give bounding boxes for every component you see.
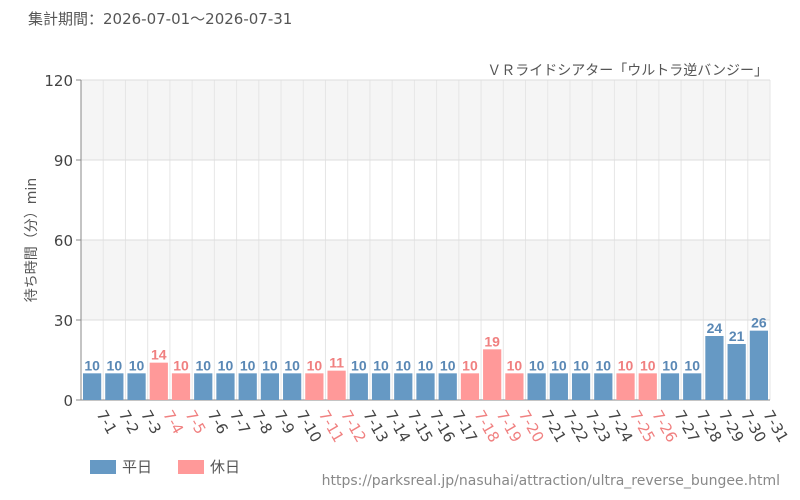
value-label-7-24: 10 [596,357,612,373]
legend-item-weekday: 平日 [90,456,152,477]
value-label-7-21: 10 [529,357,545,373]
bar-7-22 [549,373,568,400]
value-label-7-25: 10 [618,357,634,373]
bar-7-14 [371,373,391,400]
bar-7-24 [594,373,613,400]
legend-item-holiday: 休日 [178,456,240,477]
period-label: 集計期間：2026-07-01～2026-07-31 [28,10,293,28]
bar-7-7 [216,373,235,400]
value-label-7-5: 10 [173,357,189,373]
bar-7-21 [527,373,546,400]
value-label-7-16: 10 [418,357,434,373]
x-tick-label-7-8: 7-8 [248,407,276,437]
value-label-7-23: 10 [573,357,589,373]
bar-7-29 [705,336,724,400]
grid-layer [80,79,771,401]
bar-7-25 [616,373,635,400]
x-tick-label-7-5: 7-5 [182,407,210,437]
y-tick-label: 60 [54,232,73,250]
value-label-7-8: 10 [240,357,256,373]
x-tick-label-7-7: 7-7 [226,407,254,437]
value-label-7-1: 10 [84,357,100,373]
bar-7-19 [483,349,502,400]
bar-layer [83,330,768,400]
bar-7-3 [127,373,146,400]
y-tick-label: 30 [54,312,73,330]
bar-7-16 [416,373,435,400]
grid-band [81,80,770,160]
bar-7-4 [149,362,168,400]
value-label-7-7: 10 [218,357,234,373]
legend: 平日 休日 [90,456,266,477]
value-label-7-6: 10 [195,357,211,373]
legend-swatch-holiday [178,459,205,474]
value-label-7-9: 10 [262,357,278,373]
value-label-7-15: 10 [395,357,411,373]
legend-label-holiday: 休日 [210,458,241,476]
value-label-7-22: 10 [551,357,567,373]
bar-7-12 [327,370,346,400]
bar-7-30 [727,344,746,400]
value-label-7-11: 10 [307,357,323,373]
grid-band [81,160,770,240]
value-label-7-4: 14 [151,347,167,363]
bar-7-28 [683,373,702,400]
value-label-7-31: 26 [751,315,767,331]
bar-7-23 [571,373,591,400]
value-label-7-12: 11 [329,355,344,371]
value-label-7-27: 10 [662,357,678,373]
bar-7-10 [283,373,302,400]
bar-7-11 [305,373,324,400]
attraction-title: ＶＲライドシアター「ウルトラ逆バンジー」 [487,63,768,79]
bar-7-8 [238,373,257,400]
value-label-7-17: 10 [440,357,456,373]
bar-7-26 [638,373,657,400]
bar-7-17 [438,373,457,400]
value-label-7-28: 10 [684,357,700,373]
value-label-7-3: 10 [129,357,145,373]
bar-7-31 [749,330,768,400]
value-label-7-14: 10 [373,357,389,373]
bar-7-1 [83,373,102,400]
value-label-7-13: 10 [351,357,367,373]
bar-7-5 [171,373,191,400]
value-label-7-2: 10 [107,357,123,373]
grid-band [81,240,770,320]
source-url: https://parksreal.jp/nasuhai/attraction/… [321,473,780,489]
x-tick-label-7-4: 7-4 [159,407,187,437]
value-label-7-10: 10 [284,357,300,373]
value-label-7-29: 24 [707,320,723,336]
bar-7-18 [460,373,480,400]
y-tick-label: 0 [63,392,73,410]
y-tick-label: 120 [44,72,73,90]
bar-7-6 [194,373,213,400]
value-label-7-20: 10 [507,357,523,373]
x-tick-label-7-1: 7-1 [93,407,121,437]
bar-7-27 [660,373,680,400]
bar-7-2 [105,373,124,400]
value-label-7-18: 10 [462,357,478,373]
x-tick-label-7-6: 7-6 [204,407,232,437]
value-label-7-26: 10 [640,357,656,373]
value-label-7-30: 21 [729,328,745,344]
legend-label-weekday: 平日 [122,458,153,476]
y-tick-label: 90 [54,152,73,170]
x-tick-label-7-2: 7-2 [115,407,143,437]
x-tick-label-7-3: 7-3 [137,407,165,437]
bar-7-13 [349,373,368,400]
label-layer: 10 7-1 10 7-2 10 7-3 14 7-4 10 7-5 10 7-6 10 7-7 10 7-8… [84,315,792,446]
bar-7-15 [394,373,413,400]
legend-swatch-weekday [90,459,116,474]
bar-7-20 [505,373,524,400]
y-axis-title: 待ち時間（分）min [24,178,40,302]
bar-7-9 [260,373,280,400]
x-tick-label-7-9: 7-9 [270,407,298,437]
value-label-7-19: 19 [484,333,500,349]
